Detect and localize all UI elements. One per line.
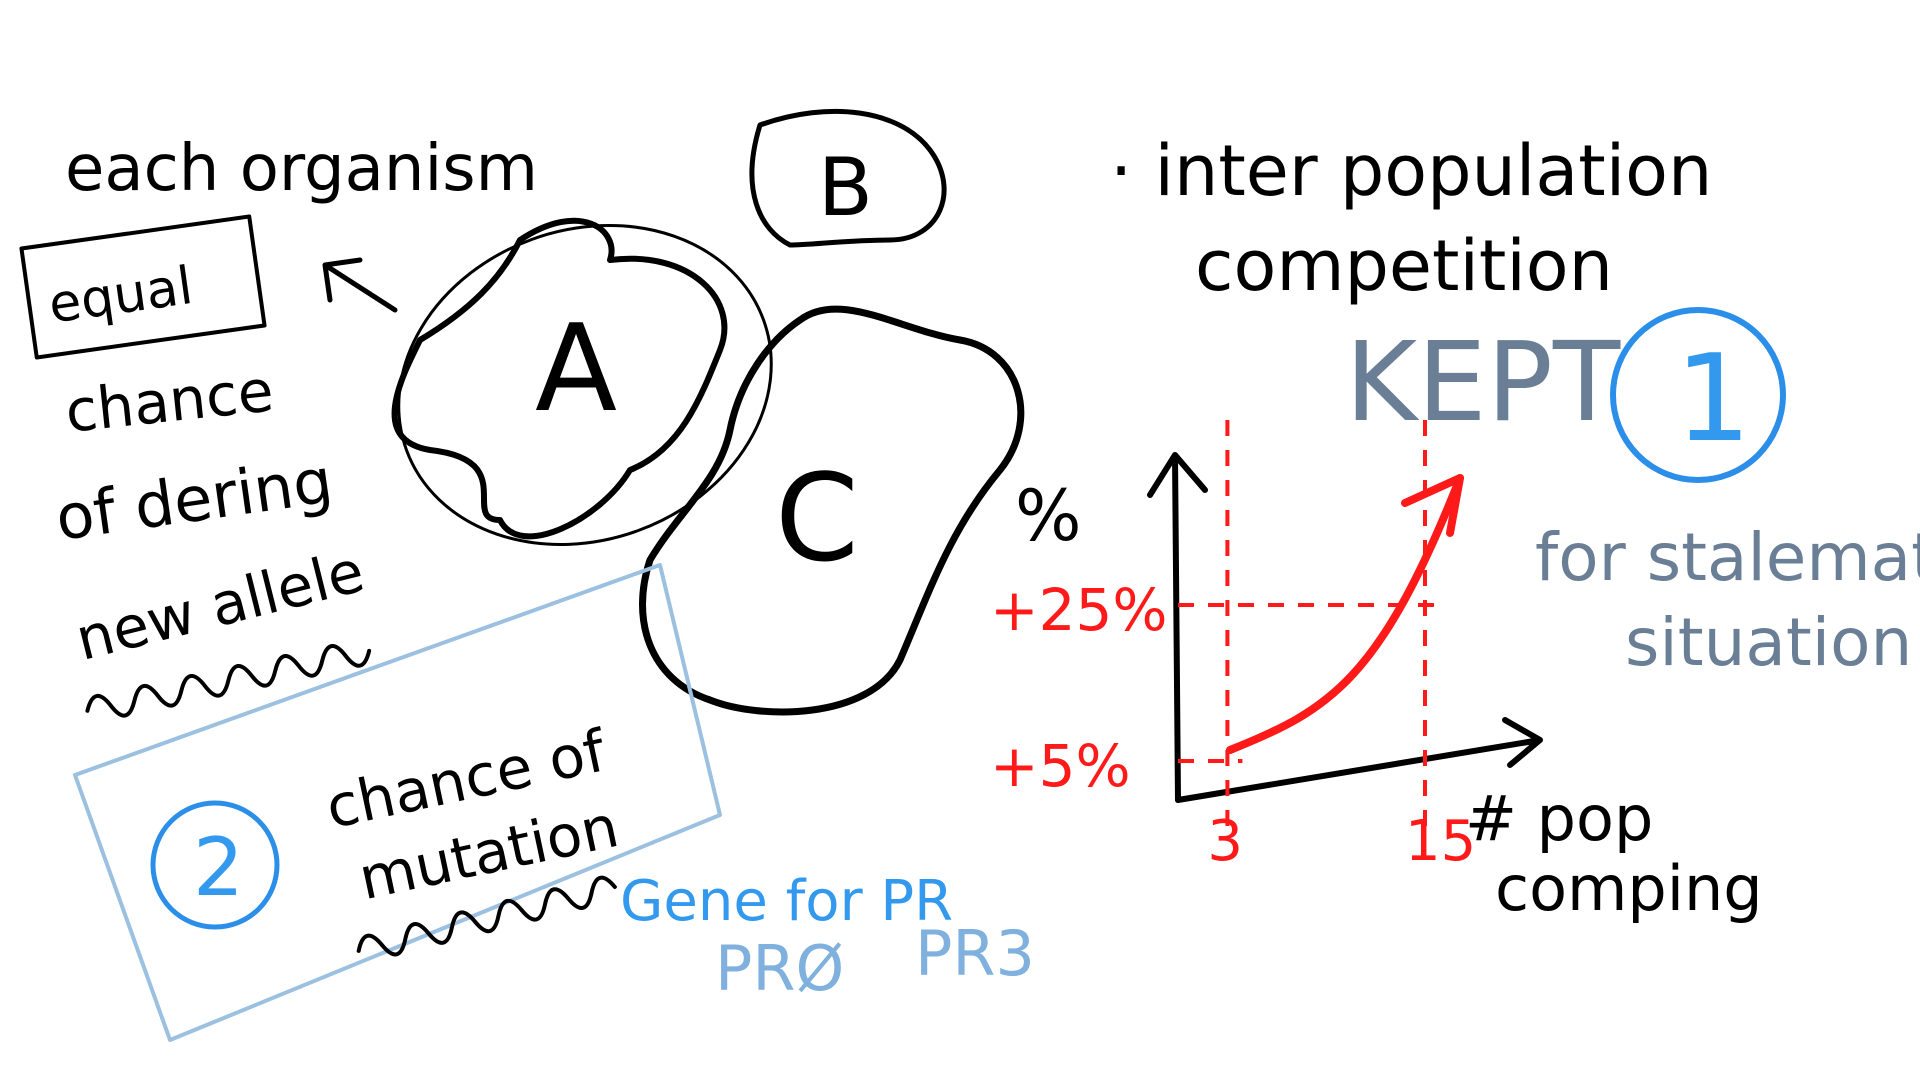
note-equal: equal: [45, 256, 196, 335]
y-tick-label: +5%: [990, 732, 1131, 800]
note-chance: chance: [62, 356, 276, 445]
series-arrow-head: [1401, 474, 1464, 537]
note-pr3: PR3: [915, 917, 1035, 990]
note-competition: competition: [1195, 225, 1613, 307]
blob-c-label: C: [775, 450, 859, 589]
circle-one-label: 1: [1675, 330, 1751, 469]
circle-around-a: [397, 224, 773, 546]
y-axis-label: %: [1015, 475, 1082, 557]
graph: % # pop comping +5% 3 +25% 15: [990, 420, 1763, 925]
x-tick-label: 15: [1405, 809, 1476, 874]
circle-two-label: 2: [193, 821, 244, 914]
note-situation: situation: [1625, 604, 1912, 681]
blob-a: [391, 217, 728, 540]
circle-one: [1610, 307, 1786, 483]
y-tick-label: +25%: [990, 576, 1168, 644]
blob-c: [639, 305, 1025, 716]
series-line: [1226, 474, 1464, 754]
blob-a-label: A: [535, 300, 617, 439]
underline-new-allele: [85, 644, 372, 718]
underline-mutation: [356, 875, 617, 957]
x-tick-label: 3: [1207, 809, 1243, 874]
x-axis: [1175, 717, 1543, 803]
x-axis-label-comping: comping: [1495, 852, 1763, 925]
note-pr0: PRØ: [715, 932, 844, 1005]
arrow-up-left: [322, 257, 398, 313]
mutation-box: [73, 563, 722, 1042]
circle-two: [150, 800, 280, 930]
x-axis-label-pop: # pop: [1465, 782, 1653, 855]
y-axis: [1147, 452, 1208, 803]
note-for-stalemate: for stalemate: [1535, 519, 1920, 596]
note-gene-for-pr: Gene for PR: [620, 869, 953, 934]
note-interpopulation: · inter population: [1110, 130, 1712, 212]
note-of-dering: of dering: [51, 444, 337, 555]
note-each-organism: each organism: [65, 132, 538, 206]
blob-b: [749, 108, 947, 248]
blob-b-label: B: [818, 141, 873, 234]
equal-box: [19, 214, 267, 360]
note-kept: KEPT: [1345, 318, 1621, 446]
